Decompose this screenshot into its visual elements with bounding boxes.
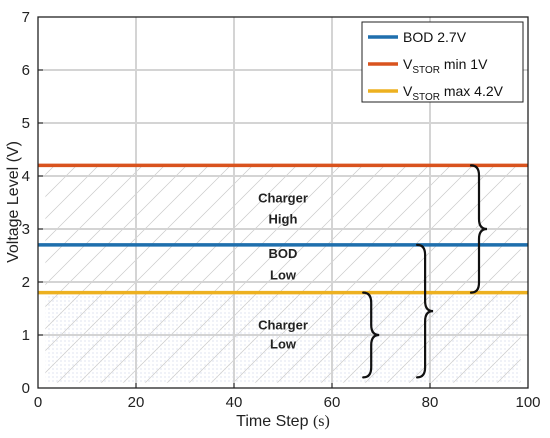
grid-layer	[38, 17, 528, 388]
y-tick-label: 3	[22, 221, 30, 238]
legend-label-1: VSTOR min 1V	[403, 56, 488, 76]
hatched-fill	[45, 165, 521, 383]
x-tick-label: 60	[324, 394, 341, 411]
region-label-0-line1: Charger	[258, 191, 308, 206]
y-tick-label: 7	[22, 9, 30, 26]
plot-frame	[37, 16, 529, 389]
x-tick-label: 80	[422, 394, 439, 411]
ticks-layer: 0 20 40 60 80 100 0 1 2 3 4 5 6 7	[22, 9, 541, 411]
y-tick-label: 5	[22, 115, 30, 132]
x-axis-title: Time Step (s)	[236, 413, 330, 430]
x-tick-label: 20	[128, 394, 145, 411]
y-tick-label: 4	[22, 168, 30, 185]
region-label-2-line1: Charger	[258, 318, 308, 333]
series-layer	[38, 163, 528, 295]
y-axis-title: Voltage Level (V)	[5, 141, 22, 263]
region-label-1-line2: Low	[270, 267, 297, 282]
brace-1	[416, 243, 434, 379]
x-axis-unit: (s)	[313, 413, 330, 430]
y-tick-label: 6	[22, 62, 30, 79]
x-tick-label: 0	[34, 394, 42, 411]
legend-label-2: VSTOR max 4.2V	[403, 83, 504, 103]
regions-layer	[45, 165, 521, 383]
legend-label-0: BOD 2.7V	[403, 29, 467, 45]
region-labels-layer: Charger High BOD Low Charger Low	[258, 191, 308, 352]
x-tick-label: 40	[226, 394, 243, 411]
legend: BOD 2.7V VSTOR min 1V VSTOR max 4.2V	[361, 21, 524, 103]
braces-layer	[362, 164, 488, 379]
region-label-2-line2: Low	[270, 336, 297, 351]
y-tick-label: 2	[22, 274, 30, 291]
y-tick-label: 1	[22, 327, 30, 344]
x-tick-label: 100	[515, 394, 540, 411]
brace-0	[469, 164, 488, 294]
y-tick-label: 0	[22, 380, 30, 397]
region-label-0-line2: High	[269, 212, 298, 227]
region-label-1-line1: BOD	[269, 246, 298, 261]
brace-2	[362, 291, 380, 379]
